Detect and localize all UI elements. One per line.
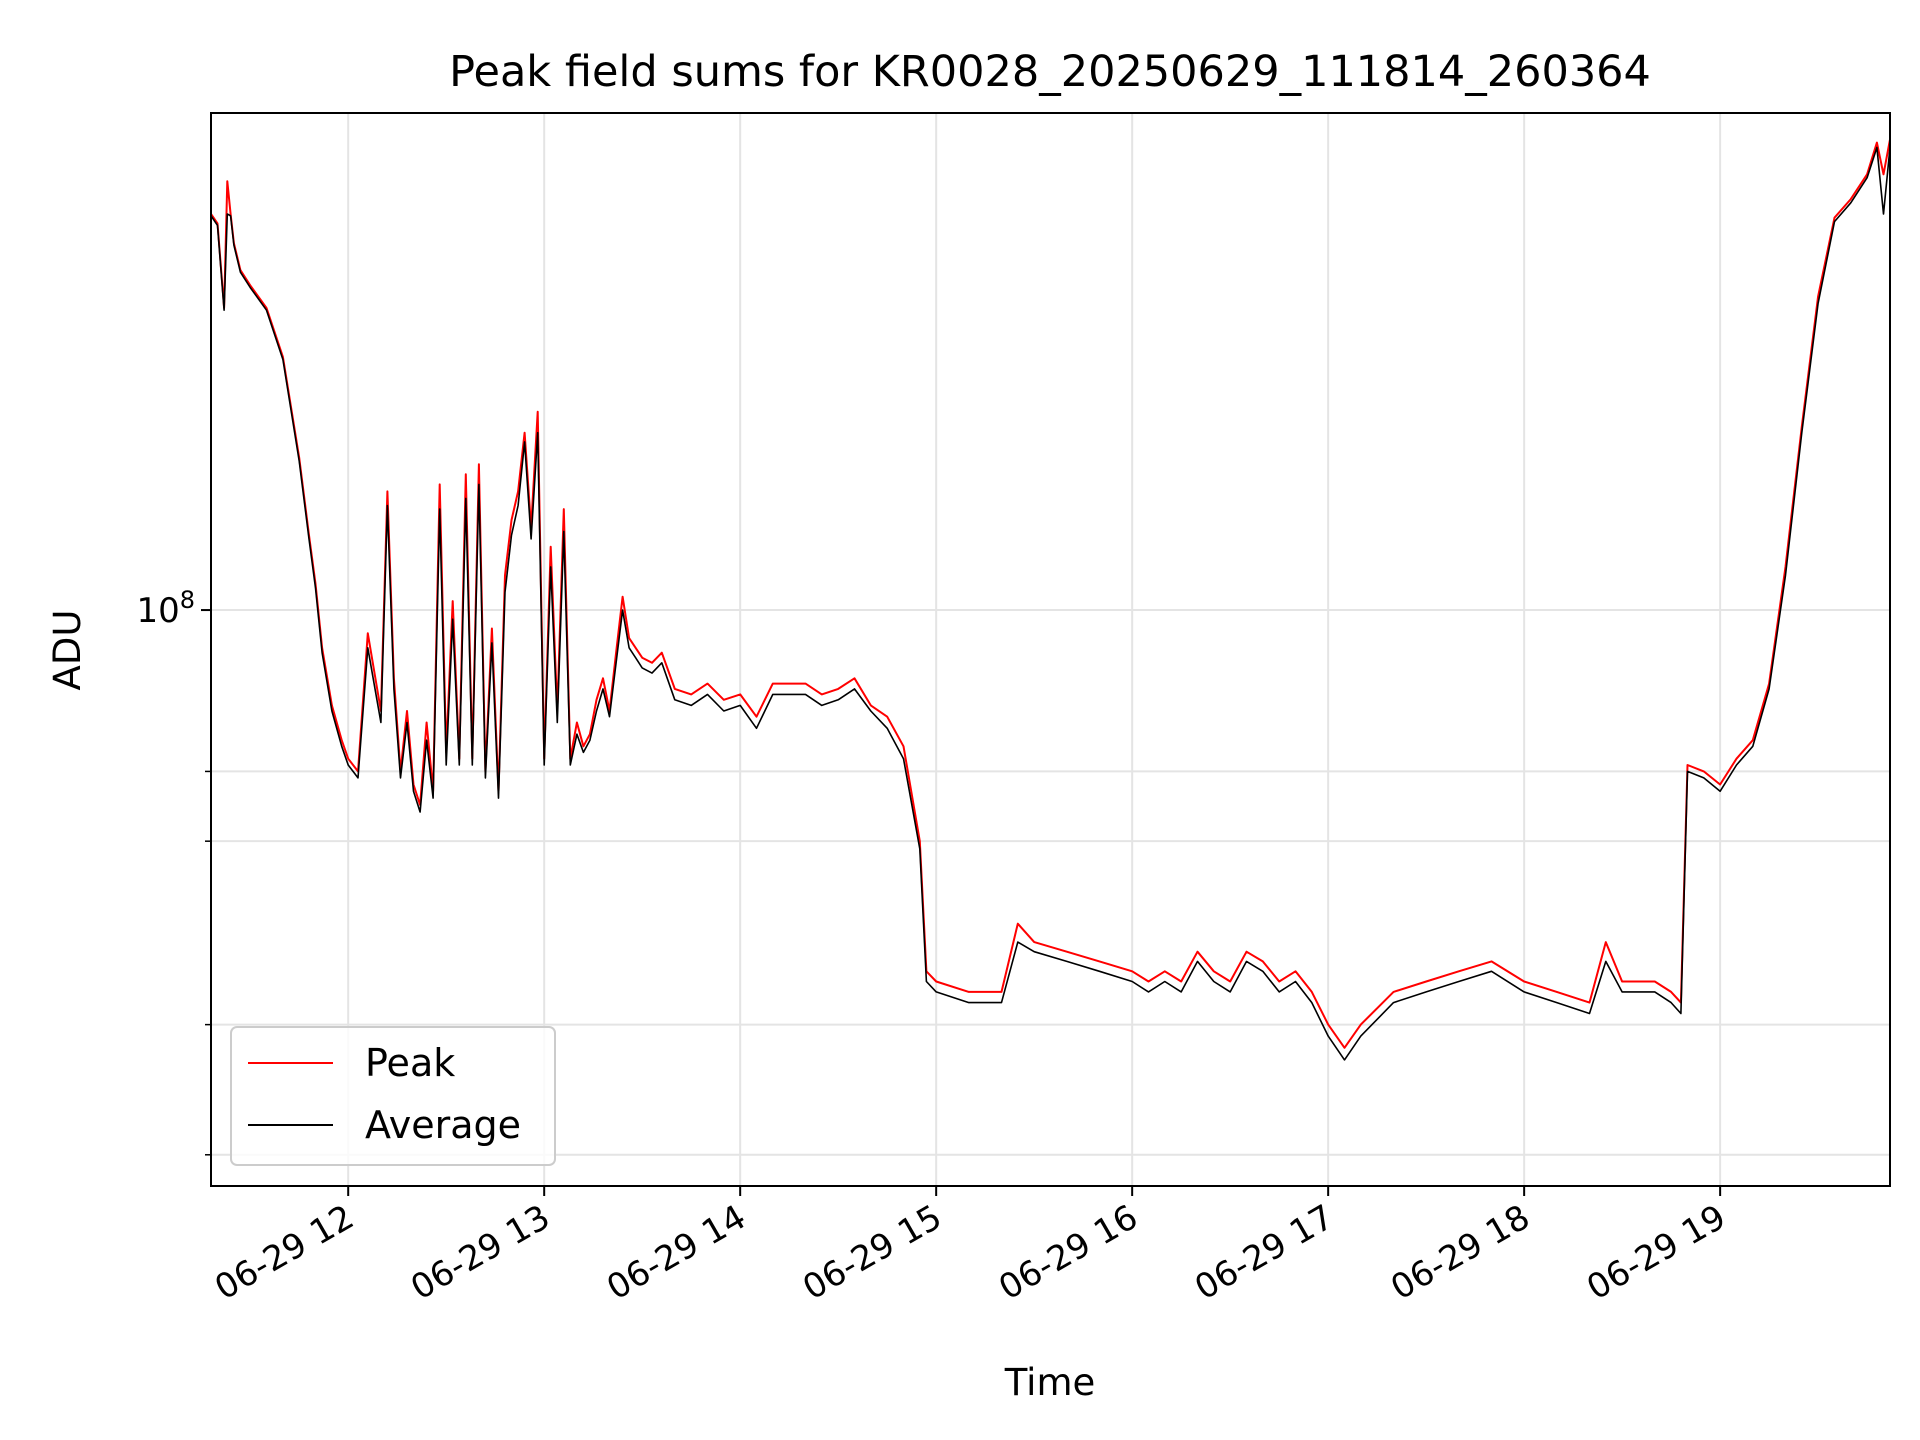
x-tick-label: 06-29 14	[600, 1197, 752, 1308]
series-line-average	[210, 146, 1891, 1061]
chart-title: Peak field sums for KR0028_20250629_1118…	[449, 47, 1651, 97]
legend-box	[230, 1026, 556, 1166]
legend-label-average: Average	[365, 1103, 521, 1147]
x-tick-label: 06-29 19	[1580, 1197, 1732, 1308]
x-tick-label: 06-29 15	[796, 1197, 948, 1308]
legend-label-peak: Peak	[365, 1041, 455, 1085]
x-tick-label: 06-29 12	[208, 1197, 360, 1308]
x-tick-label: 06-29 16	[992, 1197, 1144, 1308]
legend: Peak Average	[230, 1026, 556, 1166]
x-tick-label: 06-29 17	[1188, 1197, 1340, 1308]
y-axis-label: ADU	[46, 610, 89, 691]
y-tick-label: 108	[136, 586, 195, 631]
plot-frame	[210, 112, 1891, 1187]
x-tick-label: 06-29 18	[1384, 1197, 1536, 1308]
grid	[211, 113, 1890, 1186]
plot-lines	[210, 139, 1891, 1061]
x-tick-label: 06-29 13	[404, 1197, 556, 1308]
x-axis-label: Time	[1004, 1361, 1096, 1404]
